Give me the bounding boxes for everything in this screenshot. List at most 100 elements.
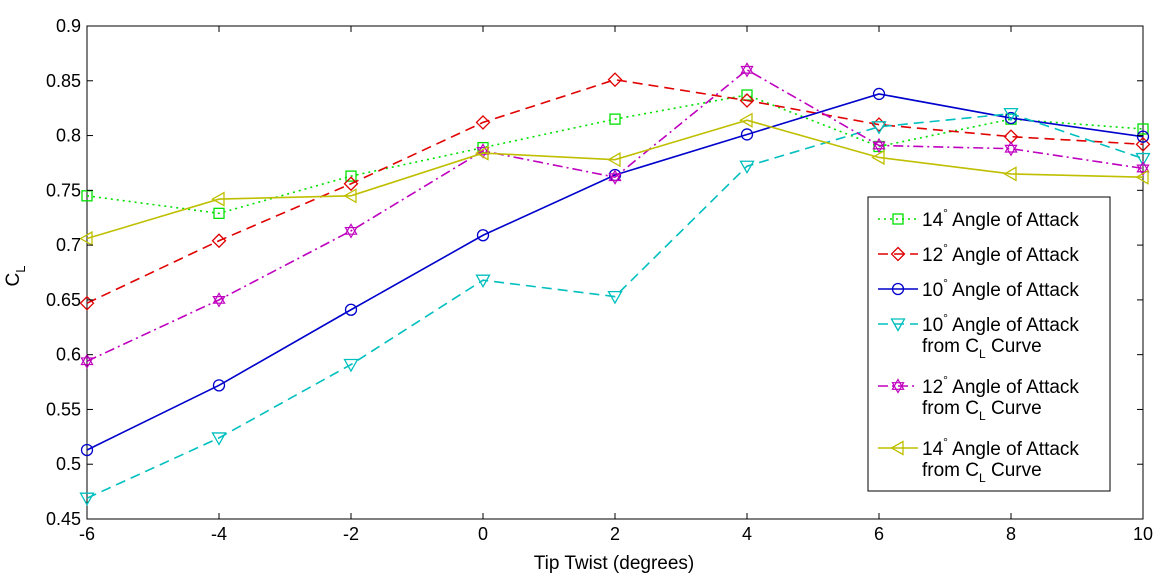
data-point <box>1137 123 1149 135</box>
data-point <box>891 282 905 296</box>
x-tick-label: -4 <box>211 524 227 544</box>
hexagram-part <box>608 173 622 185</box>
data-point <box>892 213 904 225</box>
data-point <box>740 128 754 141</box>
x-tick-label: 2 <box>610 524 620 544</box>
data-point <box>607 290 623 305</box>
data-point <box>211 233 227 249</box>
y-tick-label: 0.8 <box>56 126 81 146</box>
data-point <box>212 379 226 392</box>
y-tick-label: 0.9 <box>56 16 81 36</box>
legend: 14° Angle of Attack 12° Angle of Attack 10… <box>867 196 1111 492</box>
legend-label: from CL Curve <box>922 460 1042 485</box>
data-point <box>344 303 358 316</box>
data-point <box>1135 169 1149 185</box>
legend-box <box>867 196 1111 492</box>
hexagram-part <box>740 65 754 78</box>
series-3 <box>79 107 1151 507</box>
data-point <box>1135 136 1151 152</box>
data-point <box>1004 140 1018 157</box>
legend-label: 10° Angle of Attack <box>922 311 1079 336</box>
data-point <box>608 169 622 185</box>
data-point <box>872 137 886 154</box>
y-tick-label: 0.85 <box>46 71 81 91</box>
data-point <box>1003 107 1019 122</box>
data-point <box>1136 160 1150 177</box>
hexagram-part <box>1004 140 1018 153</box>
y-tick-label: 0.65 <box>46 290 81 310</box>
hexagram-part <box>608 169 622 182</box>
data-point <box>79 230 93 247</box>
legend-label: 14° Angle of Attack <box>922 206 1079 231</box>
hexagram-part <box>891 378 905 390</box>
hexagram-part <box>872 137 886 150</box>
y-axis-label-subscript: L <box>13 266 28 273</box>
series-line <box>86 93 1144 451</box>
data-point <box>1135 152 1151 167</box>
y-axis-label-main: C <box>3 273 24 287</box>
legend-entry: 14° Angle of Attack <box>878 206 1079 231</box>
hexagram-part <box>80 353 94 366</box>
legend-label: 14° Angle of Attack <box>922 435 1079 460</box>
hexagram-part <box>891 382 905 394</box>
x-tick-label: 6 <box>874 524 884 544</box>
y-tick-label: 0.6 <box>56 345 81 365</box>
legend-label: from CL Curve <box>922 336 1042 361</box>
data-point <box>739 160 755 175</box>
data-point <box>211 191 225 207</box>
data-point <box>80 353 94 369</box>
hexagram-part <box>80 357 94 369</box>
legend-label: 12° Angle of Attack <box>922 373 1079 398</box>
hexagram-part <box>212 295 226 308</box>
y-tick-label: 0.75 <box>46 180 81 200</box>
data-point <box>343 358 359 373</box>
data-point <box>891 378 905 394</box>
x-tick-label: 0 <box>478 524 488 544</box>
y-tick-label: 0.7 <box>56 235 81 255</box>
data-point <box>211 432 227 446</box>
data-point <box>739 112 753 128</box>
series-line <box>86 112 1144 499</box>
data-point <box>476 229 490 242</box>
data-point <box>871 121 887 135</box>
data-point <box>213 207 225 219</box>
data-point <box>607 72 623 88</box>
x-axis: -6 -4 -2 0 2 4 6 8 10 <box>79 26 1153 544</box>
y-tick-label: 0.5 <box>56 454 81 474</box>
data-point <box>872 87 886 101</box>
hexagram-part <box>1136 160 1150 173</box>
data-point <box>890 246 906 262</box>
data-point <box>475 114 491 130</box>
data-point <box>607 152 621 168</box>
data-point <box>475 274 491 288</box>
series-5 <box>79 112 1149 247</box>
legend-label: 12° Angle of Attack <box>922 241 1079 266</box>
data-point <box>343 176 359 192</box>
hexagram-part <box>476 143 490 155</box>
series-4 <box>80 62 1150 369</box>
data-point <box>212 292 226 308</box>
data-point <box>345 170 357 182</box>
hexagram-part <box>1136 164 1150 177</box>
x-tick-label: 8 <box>1006 524 1016 544</box>
data-point <box>890 318 906 332</box>
x-tick-label: -6 <box>79 524 95 544</box>
hexagram-part <box>344 223 358 235</box>
data-point <box>740 62 754 78</box>
data-point <box>1004 111 1018 125</box>
y-axis-label: CL <box>3 266 28 287</box>
x-axis-label: Tip Twist (degrees) <box>534 553 695 574</box>
data-point <box>609 113 621 125</box>
hexagram-part <box>344 226 358 239</box>
series-line <box>86 94 1144 215</box>
y-tick-label: 0.45 <box>46 509 81 529</box>
data-point <box>79 295 95 311</box>
hexagram-part <box>1004 144 1018 157</box>
data-point <box>343 188 357 204</box>
data-point <box>80 443 94 457</box>
data-point <box>1003 166 1017 182</box>
